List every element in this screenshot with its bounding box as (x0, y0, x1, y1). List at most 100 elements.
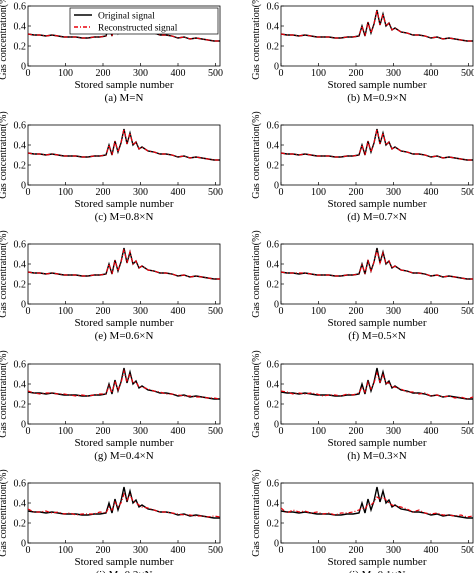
x-tick-label: 100 (311, 545, 326, 556)
x-tick-label: 100 (311, 426, 326, 437)
y-tick-label: 0.4 (14, 499, 27, 510)
x-tick-label: 200 (349, 187, 364, 198)
subplot-g: 0 100 200 300 400 500 0 0.2 0.4 0.6 Gas concentrat… (0, 350, 223, 462)
y-tick-label: 0.2 (267, 280, 280, 291)
axes-frame (280, 243, 474, 305)
legend-box (69, 7, 219, 35)
x-tick-label: 400 (171, 545, 186, 556)
x-tick-label: 400 (171, 68, 186, 79)
x-tick-label: 0 (26, 426, 31, 437)
y-tick-label: 0.2 (14, 519, 27, 530)
x-tick-label: 300 (133, 187, 148, 198)
x-tick-label: 500 (461, 545, 474, 556)
y-tick-label: 0 (274, 62, 279, 73)
y-tick-label: 0.6 (14, 240, 27, 251)
y-tick-label: 0.2 (14, 400, 27, 411)
subplot-caption: (j) M=0.1×N (348, 569, 405, 573)
series-reconstructed-signal (28, 128, 220, 161)
x-axis-label: Stored sample number (328, 198, 427, 210)
x-tick-label: 0 (279, 306, 284, 317)
x-tick-label: 200 (349, 545, 364, 556)
y-tick-label: 0.6 (267, 479, 280, 490)
y-tick-label: 0 (21, 420, 26, 431)
x-axis-label: Stored sample number (328, 556, 427, 568)
subplot-i: 0 100 200 300 400 500 0 0.2 0.4 0.6 Gas concentrat… (0, 469, 223, 573)
x-tick-label: 0 (26, 306, 31, 317)
x-tick-label: 200 (96, 426, 111, 437)
x-tick-label: 400 (424, 68, 439, 79)
x-tick-label: 100 (311, 306, 326, 317)
y-tick-label: 0 (274, 420, 279, 431)
series-reconstructed-signal (281, 128, 473, 161)
y-tick-label: 0 (21, 300, 26, 311)
x-tick-label: 0 (279, 545, 284, 556)
x-tick-label: 400 (424, 426, 439, 437)
x-tick-label: 100 (58, 306, 73, 317)
x-tick-label: 300 (386, 545, 401, 556)
subplot-h: 0 100 200 300 400 500 0 0.2 0.4 0.6 Gas concentrat… (251, 350, 474, 462)
y-axis-label: Gas concentration(%) (251, 0, 262, 80)
x-tick-label: 300 (133, 306, 148, 317)
x-tick-label: 200 (349, 68, 364, 79)
series-reconstructed-signal (281, 496, 473, 518)
subplot-caption: (f) M=0.5×N (348, 330, 406, 342)
axes-frame (280, 482, 474, 544)
y-tick-label: 0.4 (267, 499, 280, 510)
x-axis-label: Stored sample number (75, 556, 174, 568)
subplot-caption: (e) M=0.6×N (95, 330, 154, 342)
y-axis-label: Gas concentration(%) (251, 350, 262, 437)
subplot-b: 0 100 200 300 400 500 0 0.2 0.4 0.6 Gas concentrat… (251, 0, 474, 104)
subplot-caption: (d) M=0.7×N (347, 211, 407, 223)
y-axis-label: Gas concentration(%) (0, 350, 9, 437)
x-tick-label: 500 (461, 68, 474, 79)
y-tick-label: 0.4 (14, 141, 27, 152)
y-tick-label: 0 (274, 539, 279, 550)
x-axis-label: Stored sample number (328, 317, 427, 329)
x-axis-label: Stored sample number (328, 79, 427, 91)
axes-frame (27, 482, 221, 544)
y-tick-label: 0.2 (14, 161, 27, 172)
legend-label-reconstructed: Reconstructed signal (98, 24, 178, 34)
y-tick-label: 0.2 (267, 161, 280, 172)
y-axis-label: Gas concentration(%) (0, 230, 9, 317)
x-tick-label: 500 (208, 68, 223, 79)
x-tick-label: 500 (208, 187, 223, 198)
x-tick-label: 0 (26, 187, 31, 198)
subplot-caption: (i) M=0.2×N (95, 569, 152, 573)
y-tick-label: 0.2 (267, 400, 280, 411)
y-tick-label: 0 (21, 62, 26, 73)
x-tick-label: 500 (208, 426, 223, 437)
axes-frame (27, 363, 221, 425)
subplot-f: 0 100 200 300 400 500 0 0.2 0.4 0.6 Gas concentrat… (251, 230, 474, 342)
y-tick-label: 0.6 (14, 121, 27, 132)
x-tick-label: 500 (461, 187, 474, 198)
series-reconstructed-signal (28, 9, 220, 42)
x-tick-label: 400 (171, 426, 186, 437)
x-tick-label: 300 (133, 545, 148, 556)
y-tick-label: 0.6 (14, 360, 27, 371)
x-tick-label: 200 (96, 306, 111, 317)
y-axis-label: Gas concentration(%) (0, 0, 9, 80)
y-tick-label: 0.4 (267, 22, 280, 33)
x-tick-label: 500 (461, 426, 474, 437)
subplot-d: 0 100 200 300 400 500 0 0.2 0.4 0.6 Gas concentrat… (251, 111, 474, 223)
x-tick-label: 300 (133, 68, 148, 79)
y-tick-label: 0.6 (14, 479, 27, 490)
y-tick-label: 0 (21, 181, 26, 192)
y-tick-label: 0.4 (14, 22, 27, 33)
x-tick-label: 500 (208, 306, 223, 317)
x-tick-label: 100 (58, 426, 73, 437)
y-tick-label: 0.2 (267, 519, 280, 530)
subplot-j: 0 100 200 300 400 500 0 0.2 0.4 0.6 Gas concentrat… (251, 469, 474, 573)
x-axis-label: Stored sample number (75, 437, 174, 449)
x-tick-label: 200 (349, 426, 364, 437)
x-axis-label: Stored sample number (75, 79, 174, 91)
x-tick-label: 400 (424, 187, 439, 198)
x-tick-label: 300 (386, 187, 401, 198)
y-axis-label: Gas concentration(%) (0, 111, 9, 198)
subplot-caption: (c) M=0.8×N (95, 211, 154, 223)
y-axis-label: Gas concentration(%) (0, 469, 9, 556)
subplot-c: 0 100 200 300 400 500 0 0.2 0.4 0.6 Gas concentrat… (0, 111, 223, 223)
legend: Original signal Reconstructed signal (69, 7, 219, 35)
